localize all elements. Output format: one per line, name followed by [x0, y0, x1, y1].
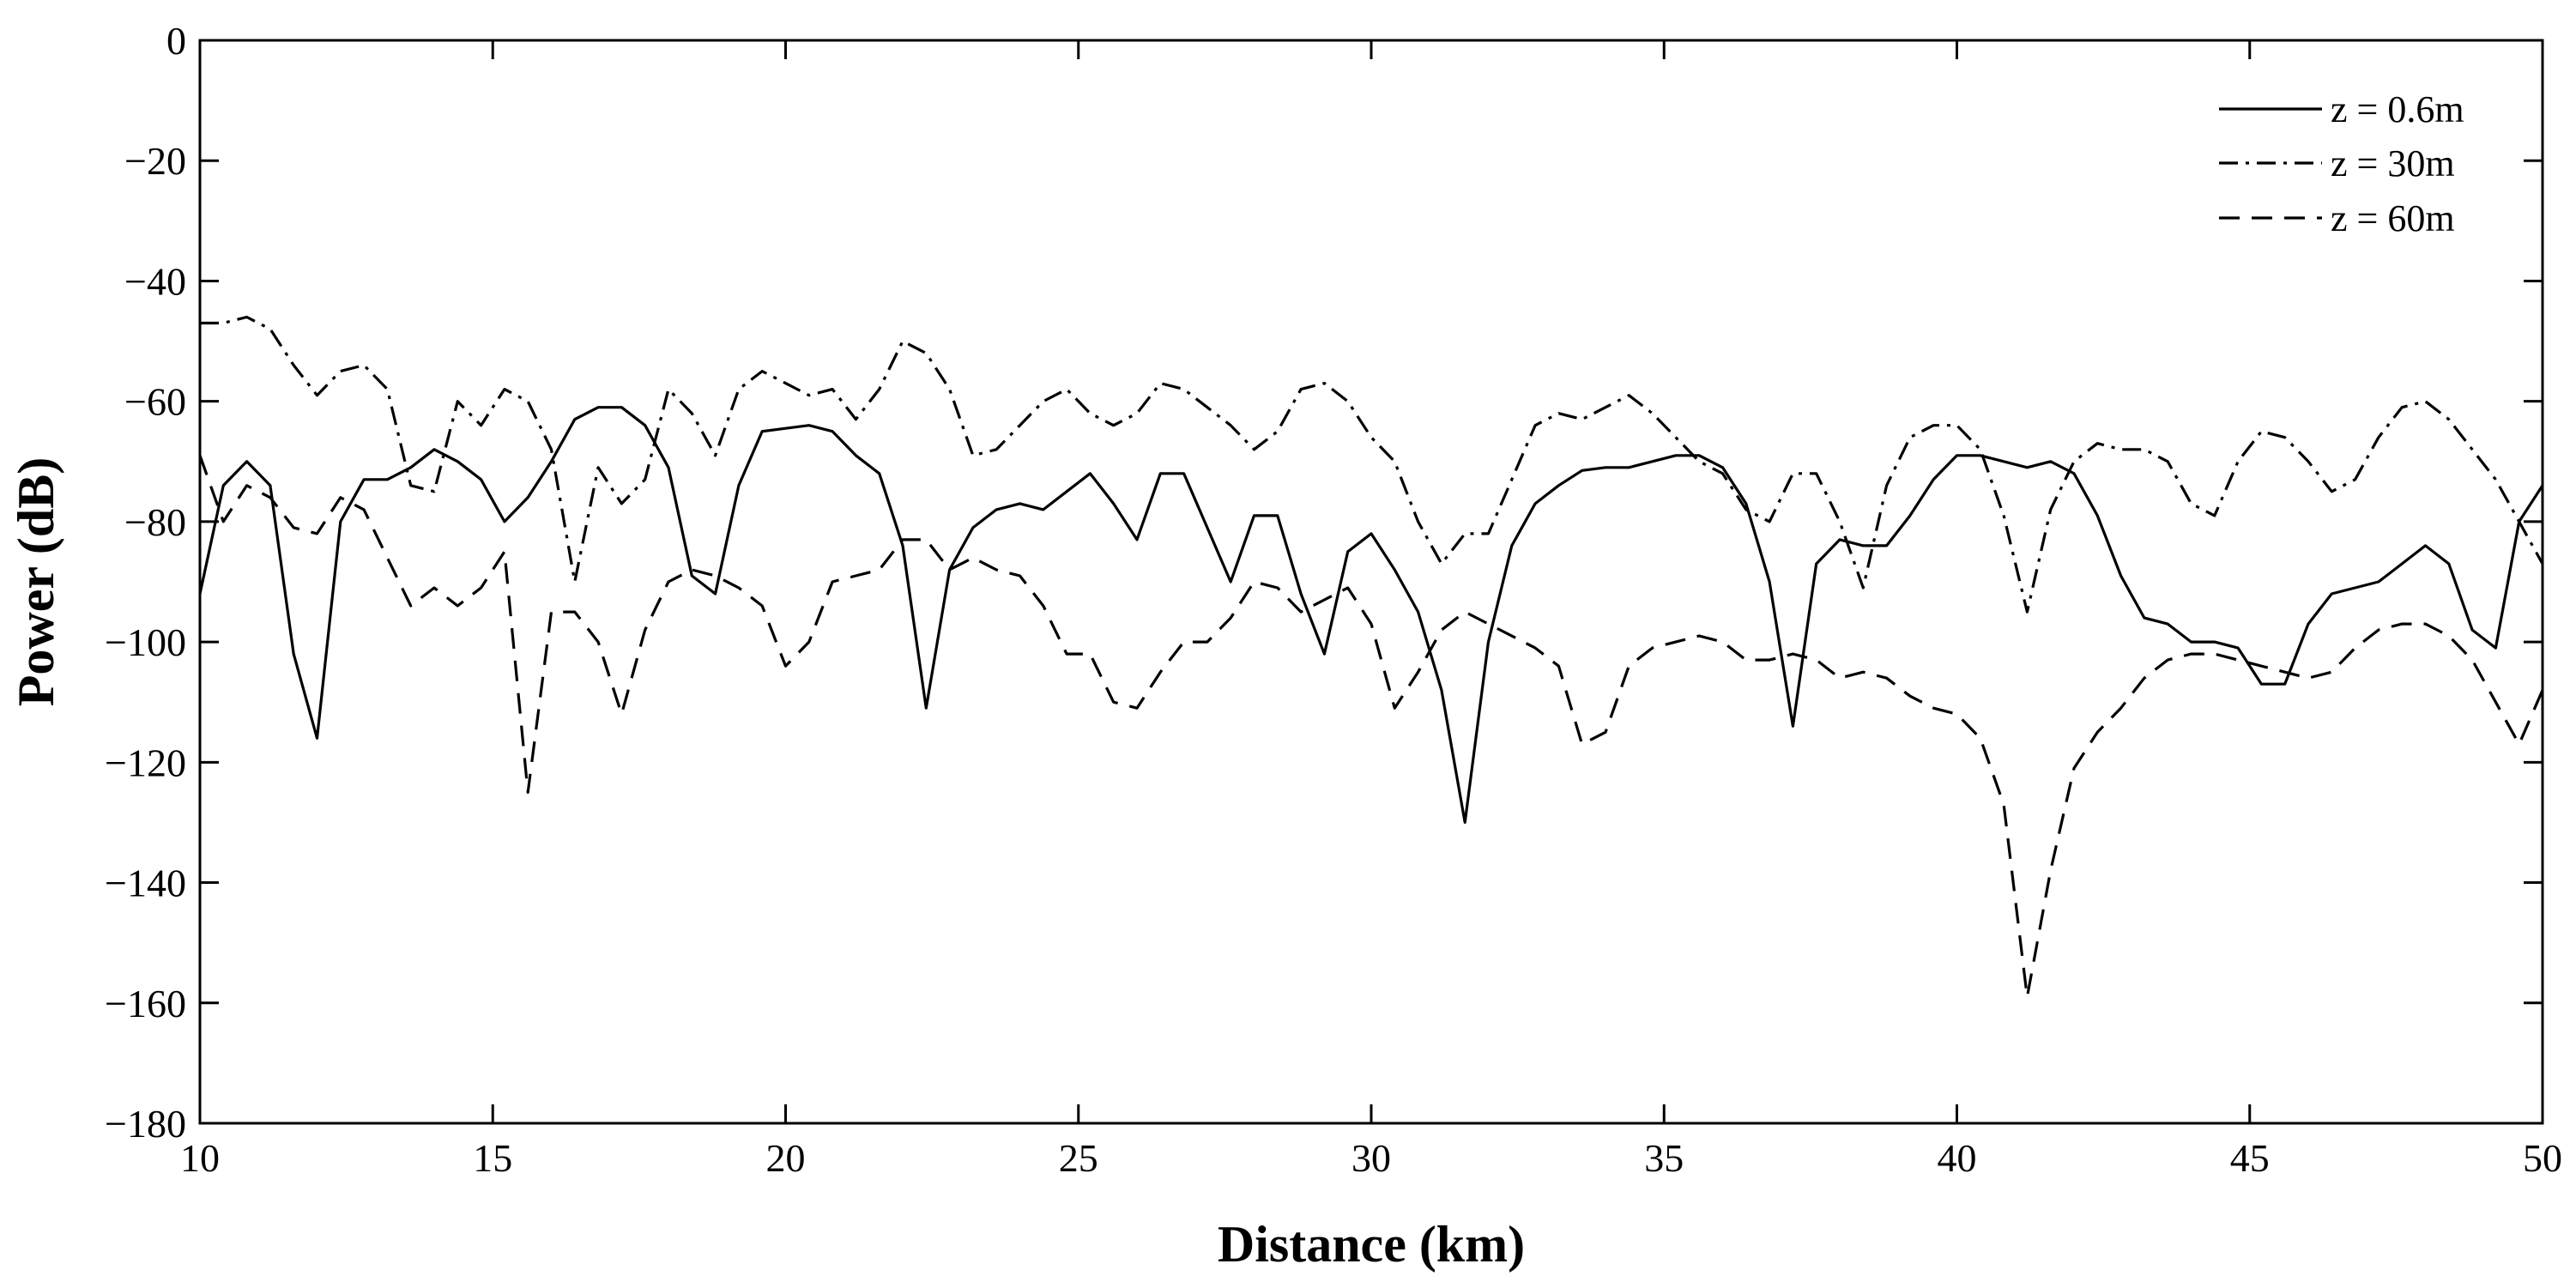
series-line-2 [198, 455, 2544, 999]
legend: z = 0.6m z = 30m z = 60m [2219, 88, 2464, 239]
x-tick-label: 30 [1351, 1136, 1391, 1180]
y-tick-label: −80 [124, 500, 186, 544]
legend-label-2: z = 60m [2331, 197, 2455, 239]
tick-layer: 10 15 20 25 30 35 40 45 50 0 −20 −40 −60 −80 −100 −120 −… [105, 19, 2562, 1180]
y-tick-label: −100 [105, 620, 186, 664]
y-tick-label: −180 [105, 1102, 186, 1146]
x-tick-label: 15 [473, 1136, 512, 1180]
y-tick-label: −60 [124, 380, 186, 424]
y-tick-label: −140 [105, 862, 186, 905]
x-tick-label: 45 [2230, 1136, 2270, 1180]
legend-label-1: z = 30m [2331, 142, 2455, 184]
x-tick-label: 35 [1644, 1136, 1684, 1180]
legend-label-0: z = 0.6m [2331, 88, 2464, 130]
x-tick-label: 20 [766, 1136, 806, 1180]
y-tick-label: 0 [166, 19, 186, 63]
y-tick-label: −40 [124, 259, 186, 303]
y-tick-label: −120 [105, 741, 186, 784]
x-tick-label: 40 [1938, 1136, 1977, 1180]
y-tick-label: −160 [105, 982, 186, 1025]
series-line-1 [200, 315, 2544, 614]
x-tick-label: 50 [2523, 1136, 2562, 1180]
x-tick-label: 10 [180, 1136, 220, 1180]
series-line-0 [198, 406, 2544, 825]
x-tick-label: 25 [1059, 1136, 1098, 1180]
y-tick-label: −20 [124, 139, 186, 183]
y-axis-title: Power (dB) [8, 457, 64, 707]
series-layer [198, 315, 2544, 999]
x-axis-title: Distance (km) [1218, 1216, 1525, 1273]
